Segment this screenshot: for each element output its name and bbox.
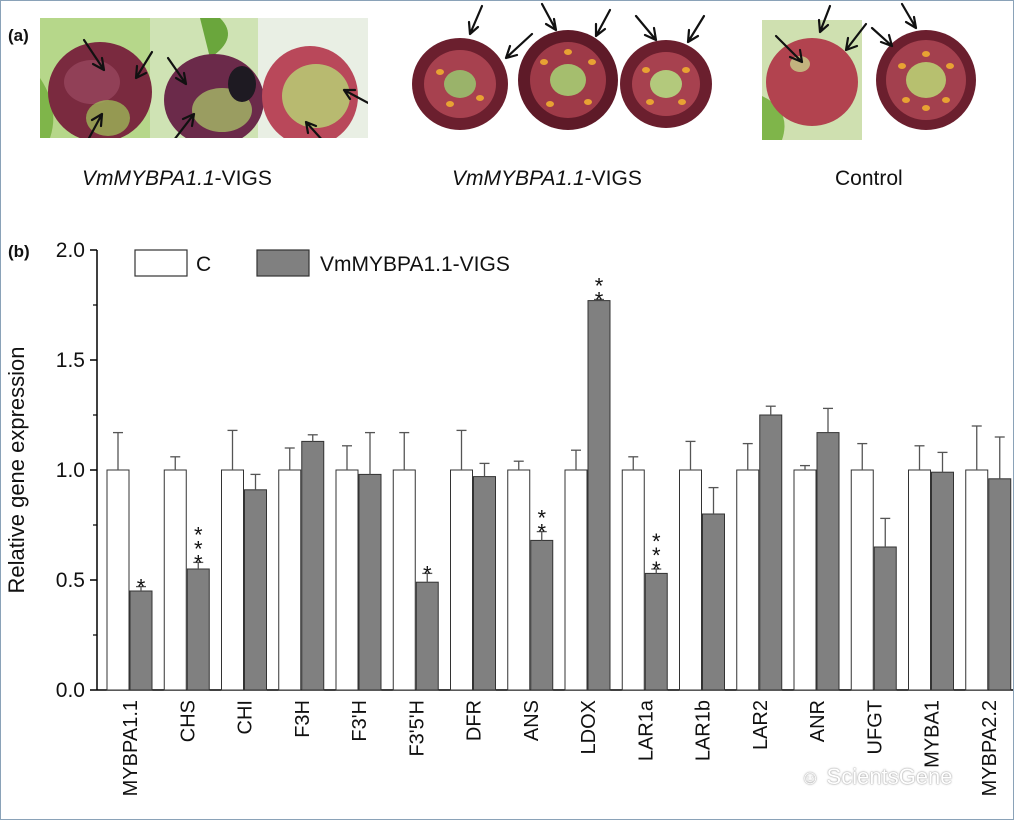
x-tick-label: DFR — [464, 700, 486, 741]
y-tick-label: 1.5 — [56, 349, 85, 372]
bar-vigs — [702, 513, 725, 691]
control-fruit-image — [762, 2, 976, 140]
x-tick-label: LAR2 — [750, 700, 772, 750]
bar-control — [793, 469, 817, 691]
x-tick-label: MYBPA2.2 — [979, 700, 1001, 796]
legend: C VmMYBPA1.1-VIGS — [134, 249, 510, 277]
x-tick-label: F3'H — [349, 700, 371, 742]
bar-vigs — [244, 489, 267, 691]
bar-control — [450, 469, 473, 691]
bar-control — [278, 469, 302, 691]
significance-star: * — [652, 557, 661, 582]
caption-vigs-2: VmMYBPA1.1-VIGS — [452, 167, 642, 191]
bar-vigs — [988, 478, 1012, 691]
significance-star: * — [595, 288, 604, 313]
bar-control — [850, 469, 874, 691]
x-tick-label: MYBA1 — [922, 700, 944, 768]
bar-control — [679, 469, 702, 691]
bar-vigs — [473, 476, 496, 691]
bar-vigs — [873, 546, 897, 691]
significance-star: * — [595, 274, 604, 299]
bar-vigs — [816, 432, 840, 691]
photo-vigs-whole-fruit — [40, 18, 368, 138]
bar-control — [392, 469, 416, 691]
significance-star: * — [652, 543, 661, 568]
x-tick-label: UFGT — [864, 700, 886, 754]
y-tick-label: 0.0 — [56, 679, 85, 702]
bar-control — [908, 469, 931, 691]
significance-star: * — [537, 520, 546, 545]
bar-control — [163, 469, 187, 691]
x-tick-label: CHS — [177, 700, 199, 742]
bar-vigs — [415, 581, 439, 691]
bar-control — [335, 469, 359, 691]
panel-b-label: (b) — [8, 242, 30, 261]
x-tick-label: LAR1b — [693, 700, 715, 761]
legend-label-vigs: VmMYBPA1.1-VIGS — [320, 253, 510, 276]
y-tick-label: 0.5 — [56, 569, 85, 592]
bar-vigs — [301, 440, 325, 691]
bar-control — [106, 469, 130, 691]
legend-label-control: C — [196, 253, 211, 276]
bar-chart: 0.00.51.01.52.0 ************ MYBPA1.1 CHS… — [4, 239, 1013, 796]
bar-vigs — [358, 473, 382, 691]
bar-control — [965, 469, 989, 691]
bar-vigs — [644, 572, 668, 691]
vigs-whole-fruit-image — [40, 18, 368, 138]
legend-swatch-vigs — [256, 249, 310, 277]
significance-star: * — [137, 575, 146, 600]
bar-vigs — [530, 539, 554, 691]
bar-control — [507, 469, 531, 691]
bar-control — [221, 469, 244, 691]
significance-star: * — [423, 561, 432, 586]
x-tick-label: LDOX — [578, 700, 600, 754]
x-tick-label: LAR1a — [635, 699, 657, 761]
caption-vigs-2-suffix: -VIGS — [584, 167, 642, 190]
watermark: ☺ ScientsGene — [800, 764, 953, 790]
x-tick-label: ANR — [807, 700, 829, 742]
x-tick-label: F3'5'H — [406, 700, 428, 757]
bar-control — [564, 469, 588, 691]
legend-swatch-control — [134, 249, 188, 277]
bar-vigs — [186, 568, 210, 691]
x-tick-label: CHI — [235, 700, 257, 734]
bar-vigs — [129, 590, 153, 691]
caption-vigs-2-gene: VmMYBPA1.1 — [452, 167, 585, 190]
watermark-text: ScientsGene — [826, 764, 953, 789]
significance-star: * — [537, 506, 546, 531]
bars: ************ — [106, 274, 1012, 691]
x-axis: MYBPA1.1 CHS CHI F3H F3'H F3'5'H DFR ANS LDOX LAR… — [120, 699, 1001, 796]
y-axis-label: Relative gene expression — [4, 346, 29, 593]
bar-vigs — [931, 471, 954, 691]
x-tick-label: F3H — [292, 700, 314, 738]
vigs-cut-fruit-image — [412, 2, 712, 130]
significance-star: * — [652, 529, 661, 554]
significance-star: * — [194, 522, 203, 547]
significance-star: * — [194, 550, 203, 575]
photo-vigs-cut-fruit — [410, 0, 712, 140]
y-tick-label: 2.0 — [56, 239, 85, 262]
photo-control-fruit — [762, 0, 994, 140]
caption-vigs-1-gene: VmMYBPA1.1 — [82, 167, 215, 190]
caption-vigs-1: VmMYBPA1.1-VIGS — [82, 167, 272, 191]
significance-star: * — [194, 536, 203, 561]
bar-vigs — [759, 414, 783, 691]
x-tick-label: ANS — [521, 700, 543, 741]
caption-control: Control — [835, 167, 903, 190]
bar-control — [621, 469, 645, 691]
x-tick-label: MYBPA1.1 — [120, 700, 142, 796]
caption-vigs-1-suffix: -VIGS — [214, 167, 272, 190]
bar-vigs — [587, 300, 611, 691]
wechat-icon: ☺ — [800, 767, 821, 789]
bar-control — [736, 469, 760, 691]
panel-a-label: (a) — [8, 26, 29, 45]
y-tick-label: 1.0 — [56, 459, 85, 482]
